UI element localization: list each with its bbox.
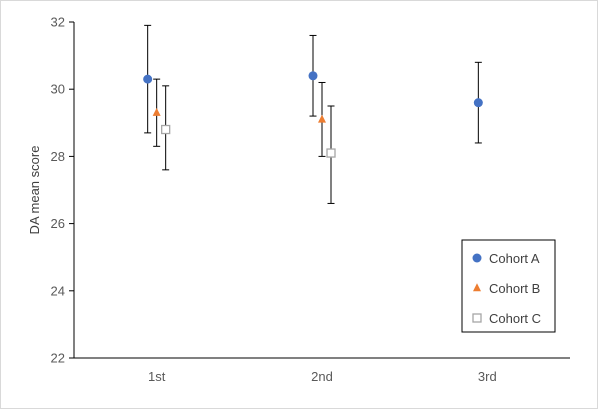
- legend-marker-cohort-b: [473, 283, 481, 292]
- y-tick-label: 32: [51, 15, 65, 30]
- legend-marker-cohort-c: [472, 313, 482, 323]
- legend-label-cohort-b: Cohort B: [489, 281, 540, 296]
- x-tick-label: 1st: [148, 369, 166, 384]
- y-tick-label: 30: [51, 82, 65, 97]
- cohort-c-point: [326, 148, 336, 158]
- error-bars: [144, 24, 482, 204]
- legend-label-cohort-a: Cohort A: [489, 251, 540, 266]
- x-tick-label: 3rd: [478, 369, 497, 384]
- x-tick-labels: 1st 2nd 3rd: [148, 369, 497, 384]
- y-tick-label: 22: [51, 351, 65, 366]
- y-tick-labels: 22 24 26 28 30 32: [51, 15, 65, 366]
- legend-label-cohort-c: Cohort C: [489, 311, 541, 326]
- cohort-a-point: [143, 74, 153, 84]
- cohort-a-point: [308, 71, 318, 81]
- x-tick-label: 2nd: [311, 369, 333, 384]
- axes: [69, 21, 570, 359]
- cohort-a-point: [473, 98, 483, 108]
- y-tick-label: 24: [51, 283, 65, 298]
- y-tick-label: 26: [51, 216, 65, 231]
- cohort-b-point: [318, 114, 326, 123]
- legend-marker-cohort-a: [472, 253, 482, 263]
- y-tick-label: 28: [51, 149, 65, 164]
- data-points: [143, 71, 483, 158]
- cohort-c-point: [161, 124, 171, 135]
- cohort-b-point: [152, 107, 161, 116]
- y-axis-title: DA mean score: [27, 146, 42, 235]
- legend: Cohort A Cohort B Cohort C: [461, 239, 556, 333]
